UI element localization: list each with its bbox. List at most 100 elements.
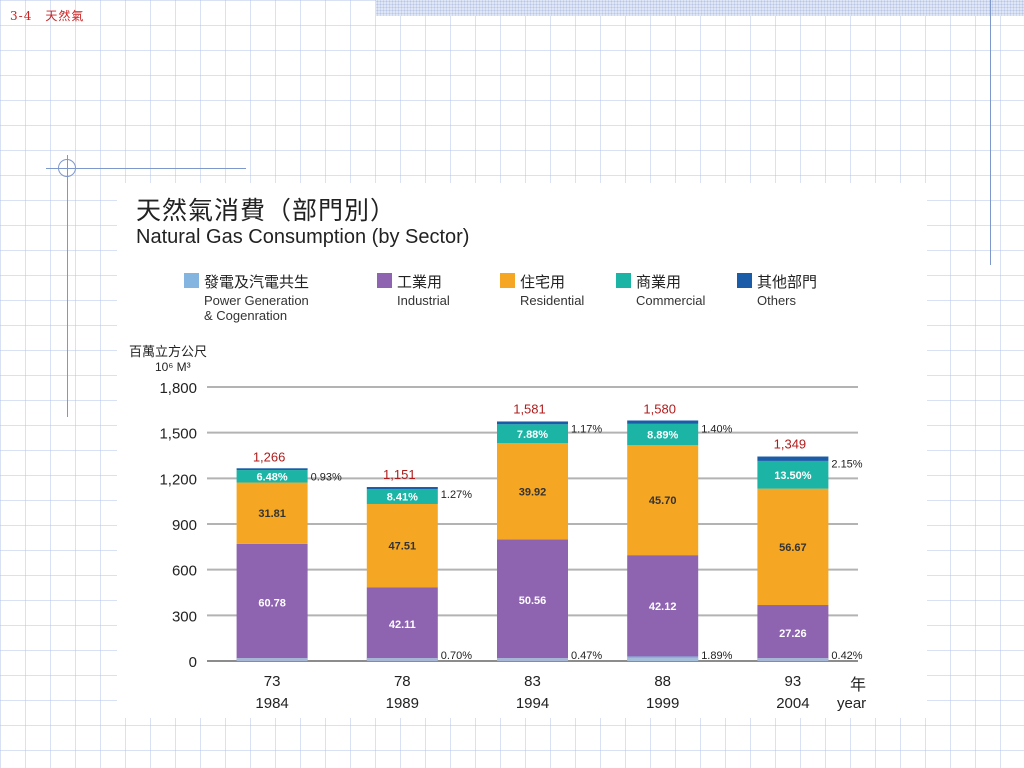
legend-swatch (737, 273, 752, 288)
legend-swatch (377, 273, 392, 288)
bar-total-label: 1,266 (253, 449, 286, 464)
bar-segment-residential (627, 445, 699, 556)
data-label-commercial: 6.48% (256, 471, 287, 483)
bar-base-strip (627, 658, 699, 661)
chart-title: 天然氣消費（部門別） (136, 196, 397, 225)
legend-label-en: Commercial (636, 293, 706, 308)
data-label-commercial: 8.41% (387, 492, 418, 504)
bar-base-strip (497, 658, 568, 661)
data-label-residential: 47.51 (389, 541, 417, 553)
bar-base-strip (236, 658, 308, 661)
bar-total-label: 1,581 (513, 401, 546, 416)
data-label-industrial: 60.78 (258, 597, 286, 609)
stacked-bar-chart: 0 300 600 900 1,200 1,500 1,800 60.78 31.81 6.48%… (159, 380, 866, 712)
bar-segment-commercial (366, 489, 438, 504)
bar-segment-others (627, 420, 699, 424)
chart-subtitle: Natural Gas Consumption (by Sector) (136, 226, 470, 248)
bar-segment-residential (366, 503, 438, 588)
data-label-industrial: 50.56 (519, 595, 547, 607)
data-label-residential: 56.67 (779, 542, 807, 554)
legend-label-zh: 發電及汽電共生 (204, 274, 310, 291)
x-tick-label-roc: 83 (524, 673, 541, 690)
decor-vertical-line-left (67, 155, 68, 417)
x-tick-label-year: 1994 (516, 695, 549, 712)
bar-segment-industrial (497, 539, 568, 661)
x-tick-label-year: 1989 (386, 695, 419, 712)
bar-segment-residential (497, 443, 568, 540)
bar-segment-others (757, 456, 829, 461)
slide-section-label: 3-4 天然氣 (10, 9, 85, 23)
decor-ring (58, 159, 76, 177)
bar-total-label: 1,151 (383, 467, 416, 482)
bar-segment-commercial (627, 423, 699, 446)
legend-swatch (184, 273, 199, 288)
data-label-industrial: 42.12 (649, 601, 677, 613)
bar-total-label: 1,349 (774, 437, 807, 452)
bar-segment-industrial (236, 543, 308, 661)
bar-segment-industrial (627, 555, 699, 657)
x-axis-unit-zh: 年 (850, 676, 866, 694)
y-tick-label: 1,800 (159, 380, 197, 397)
x-tick-label-roc: 73 (264, 673, 281, 690)
x-axis-unit-en: year (837, 695, 866, 712)
data-label-commercial: 8.89% (647, 430, 678, 442)
bar-segment-commercial (497, 424, 568, 444)
data-label-industrial: 27.26 (779, 628, 807, 640)
legend-label-zh: 其他部門 (757, 274, 818, 291)
legend-label-zh: 商業用 (636, 274, 682, 291)
bar-segment-others (236, 468, 308, 471)
bar-base-strip (757, 658, 829, 661)
y-tick-label: 1,200 (159, 471, 197, 488)
data-label-bottom: 0.42% (831, 650, 862, 662)
legend-label-en: Power Generation & Cogenration (204, 293, 309, 323)
y-tick-label: 600 (172, 563, 197, 580)
bar-segment-others (366, 487, 438, 490)
legend-label-zh: 工業用 (397, 274, 443, 291)
legend-swatch (616, 273, 631, 288)
legend-label-en: Others (757, 293, 797, 308)
data-label-others: 1.27% (441, 489, 472, 501)
y-axis-unit-zh: 百萬立方公尺 (129, 344, 208, 359)
bar-base-strip (366, 658, 438, 661)
y-tick-label: 300 (172, 608, 197, 625)
y-tick-label: 0 (189, 654, 197, 671)
legend-label-en: Industrial (397, 293, 450, 308)
data-label-residential: 31.81 (258, 508, 286, 520)
data-label-power-generation: 1.89% (701, 650, 732, 662)
legend-swatch (500, 273, 515, 288)
bar-segment-residential (236, 482, 308, 544)
x-tick-label-year: 1984 (255, 695, 288, 712)
data-label-residential: 39.92 (519, 486, 547, 498)
header-band (376, 0, 1024, 16)
bar-segment-industrial (757, 605, 829, 661)
bar-segment-commercial (236, 470, 308, 483)
x-tick-label-roc: 78 (394, 673, 411, 690)
y-axis-unit-en: 10⁶ M³ (155, 360, 191, 374)
x-tick-label-year: 1999 (646, 695, 679, 712)
chart-panel: 天然氣消費（部門別） Natural Gas Consumption (by S… (117, 183, 927, 718)
bar-total-label: 1,580 (643, 401, 676, 416)
data-label-bottom: 0.47% (571, 650, 602, 662)
bar-segment-industrial (366, 587, 438, 661)
data-label-commercial: 13.50% (774, 470, 812, 482)
decor-vertical-line-right (990, 0, 991, 265)
bar-segment-commercial (757, 460, 829, 489)
legend-label-en: Residential (520, 293, 585, 308)
bar-segment-residential (757, 488, 829, 606)
legend-label-zh: 住宅用 (520, 274, 566, 291)
y-tick-label: 1,500 (159, 426, 197, 443)
data-label-others: 1.40% (701, 423, 732, 435)
x-tick-label-roc: 93 (785, 673, 802, 690)
data-label-bottom: 0.70% (441, 650, 472, 662)
data-label-industrial: 42.11 (389, 619, 416, 631)
data-label-others: 0.93% (311, 471, 342, 483)
y-tick-label: 900 (172, 517, 197, 534)
x-tick-label-year: 2004 (776, 695, 809, 712)
bar-segment-others (497, 421, 568, 425)
data-label-residential: 45.70 (649, 495, 677, 507)
decor-horizontal-line (46, 168, 246, 169)
x-tick-label-roc: 88 (654, 673, 671, 690)
data-label-others: 2.15% (831, 459, 862, 471)
data-label-commercial: 7.88% (517, 429, 548, 441)
data-label-others: 1.17% (571, 423, 602, 435)
